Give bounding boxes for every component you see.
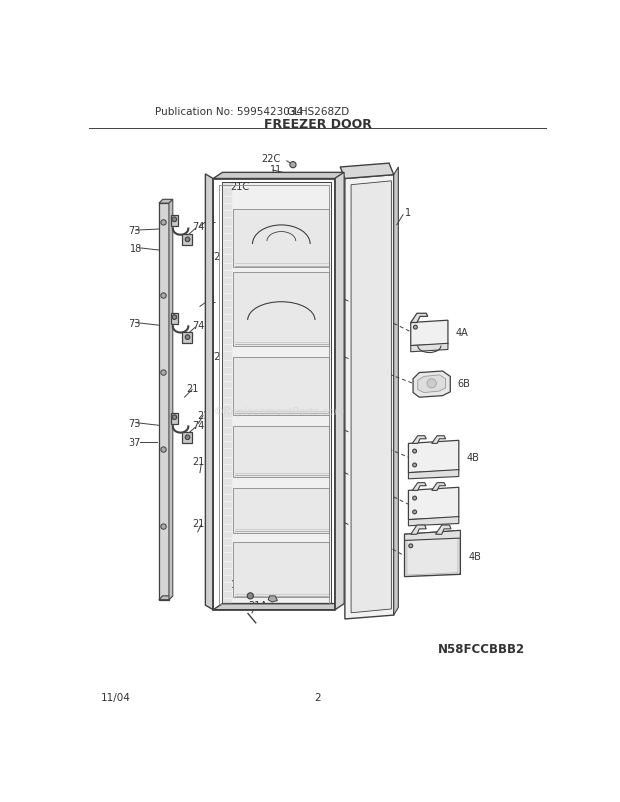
Polygon shape [351, 181, 391, 613]
Text: 74: 74 [192, 321, 205, 330]
Text: 4B: 4B [469, 551, 482, 561]
Text: 21C: 21C [192, 518, 211, 528]
Circle shape [185, 335, 190, 340]
Polygon shape [345, 176, 394, 619]
Circle shape [414, 326, 417, 330]
Text: 21A: 21A [248, 601, 267, 610]
Polygon shape [435, 525, 451, 535]
Circle shape [185, 237, 190, 242]
Text: ©ReplacementParts.com: ©ReplacementParts.com [213, 407, 345, 416]
Text: 11: 11 [270, 164, 282, 174]
Polygon shape [410, 344, 448, 352]
Circle shape [290, 162, 296, 168]
Text: 21: 21 [198, 411, 210, 420]
Circle shape [185, 435, 190, 440]
Circle shape [172, 218, 177, 222]
Polygon shape [213, 173, 344, 180]
Text: 4B: 4B [467, 452, 479, 463]
Circle shape [409, 545, 413, 548]
Polygon shape [394, 168, 399, 615]
Polygon shape [233, 427, 329, 477]
Text: 22C: 22C [261, 154, 280, 164]
Circle shape [413, 510, 417, 514]
Polygon shape [159, 200, 173, 204]
Polygon shape [409, 441, 459, 473]
Text: 37: 37 [128, 437, 140, 448]
Polygon shape [268, 596, 278, 602]
Text: 21C: 21C [192, 456, 211, 467]
Polygon shape [159, 596, 173, 600]
Polygon shape [410, 525, 427, 535]
Polygon shape [413, 371, 450, 398]
Text: 72: 72 [208, 351, 220, 361]
Polygon shape [410, 321, 448, 346]
Polygon shape [412, 436, 427, 444]
Polygon shape [409, 517, 459, 526]
Circle shape [161, 448, 166, 452]
Text: 73: 73 [128, 418, 140, 428]
Text: 21: 21 [186, 383, 198, 394]
Circle shape [413, 464, 417, 468]
Text: 73: 73 [128, 226, 140, 236]
Circle shape [247, 593, 254, 599]
Text: 21: 21 [204, 214, 216, 225]
Circle shape [161, 525, 166, 529]
Polygon shape [409, 470, 459, 480]
Circle shape [413, 496, 417, 500]
Circle shape [161, 294, 166, 299]
Polygon shape [233, 210, 329, 268]
Circle shape [427, 379, 436, 388]
Polygon shape [233, 273, 329, 346]
Text: 13A: 13A [231, 580, 250, 589]
Text: 11/04: 11/04 [100, 693, 131, 703]
Circle shape [172, 415, 177, 420]
Circle shape [161, 371, 166, 376]
Polygon shape [412, 483, 427, 491]
Polygon shape [170, 314, 179, 325]
Text: 72: 72 [208, 251, 220, 261]
Polygon shape [213, 604, 344, 610]
Text: GLHS268ZD: GLHS268ZD [286, 107, 350, 116]
Text: 21C: 21C [230, 182, 249, 192]
Text: 21: 21 [161, 445, 174, 455]
Text: N58FCCBBB2: N58FCCBBB2 [438, 642, 525, 655]
Polygon shape [169, 200, 173, 600]
Polygon shape [404, 531, 460, 577]
Polygon shape [432, 483, 446, 491]
Polygon shape [182, 432, 192, 443]
Polygon shape [205, 175, 213, 610]
Polygon shape [407, 537, 458, 575]
Polygon shape [170, 217, 179, 227]
Text: 18: 18 [130, 244, 143, 253]
Polygon shape [223, 183, 331, 606]
Polygon shape [432, 436, 446, 444]
Text: 74: 74 [192, 420, 205, 431]
Polygon shape [409, 488, 459, 520]
Text: FREEZER DOOR: FREEZER DOOR [264, 117, 371, 131]
Text: 22A: 22A [280, 581, 299, 591]
Text: 21: 21 [204, 295, 216, 305]
Polygon shape [233, 358, 329, 415]
Polygon shape [410, 314, 428, 323]
Polygon shape [233, 542, 329, 597]
Text: 2: 2 [314, 693, 321, 703]
Polygon shape [170, 414, 179, 424]
Polygon shape [233, 488, 329, 533]
Circle shape [161, 221, 166, 226]
Text: 74: 74 [192, 222, 205, 232]
Circle shape [172, 315, 177, 320]
Text: Publication No: 5995423034: Publication No: 5995423034 [155, 107, 303, 116]
Polygon shape [340, 164, 394, 180]
Circle shape [413, 450, 417, 453]
Polygon shape [159, 204, 169, 600]
Text: 73: 73 [128, 318, 140, 328]
Polygon shape [182, 332, 192, 343]
Polygon shape [418, 375, 446, 393]
Polygon shape [182, 235, 192, 245]
Polygon shape [335, 173, 344, 610]
Polygon shape [404, 531, 460, 541]
Text: 6B: 6B [458, 379, 470, 389]
Text: 4A: 4A [456, 327, 469, 338]
Text: 1: 1 [404, 209, 410, 218]
